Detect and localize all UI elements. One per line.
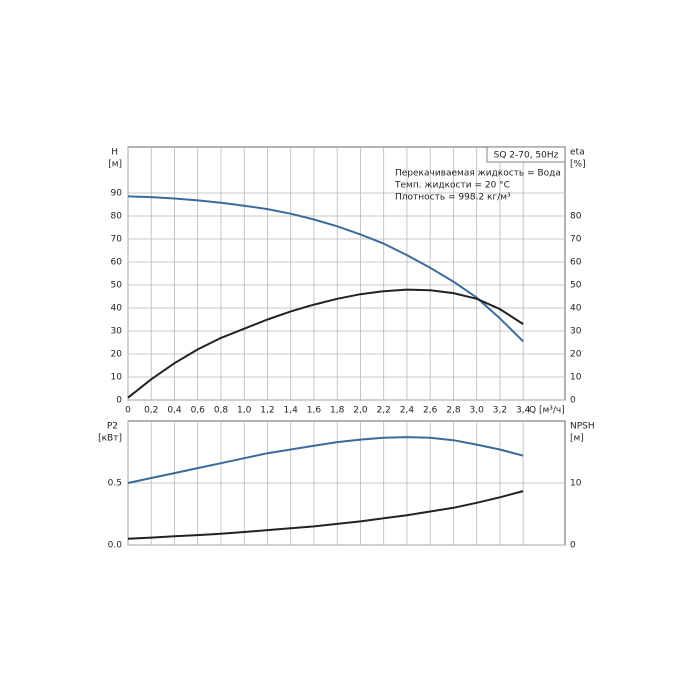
x-tick-label: 0,2 xyxy=(144,406,158,416)
y2-tick-label: 80 xyxy=(570,212,582,222)
y-tick-label: 30 xyxy=(111,327,123,337)
annotation: Перекачиваемая жидкость = Вода xyxy=(395,169,561,179)
curve xyxy=(127,490,524,540)
y2-tick-label: 50 xyxy=(570,281,582,291)
x-tick-label: 2,8 xyxy=(446,406,461,416)
y-tick-label: 0 xyxy=(116,396,122,406)
y2-tick-label: 60 xyxy=(570,258,582,268)
y2-tick-label: 70 xyxy=(570,235,582,245)
y2-axis-label: eta xyxy=(570,148,585,158)
x-tick-label: 3,4 xyxy=(516,406,531,416)
curve xyxy=(127,436,524,484)
x-tick-label: 2,4 xyxy=(400,406,415,416)
x-tick-label: 0,4 xyxy=(167,406,182,416)
x-tick-label: 0,6 xyxy=(191,406,206,416)
y-tick-label: 60 xyxy=(111,258,123,268)
y2-axis-label: NPSH xyxy=(570,422,595,432)
y-tick-label: 50 xyxy=(111,281,123,291)
y-tick-label: 90 xyxy=(111,189,123,199)
y2-axis-unit: [м] xyxy=(570,434,584,444)
y-tick-label: 80 xyxy=(111,212,123,222)
y2-tick-label: 0 xyxy=(570,541,576,551)
x-tick-label: 0 xyxy=(125,406,131,416)
x-axis-label: Q [м³/ч] xyxy=(529,406,565,416)
annotation-box: SQ 2-70, 50Hz xyxy=(494,151,559,161)
y2-tick-label: 20 xyxy=(570,350,582,360)
x-tick-label: 1,2 xyxy=(260,406,274,416)
y-tick-label: 70 xyxy=(111,235,123,245)
x-tick-label: 1,8 xyxy=(330,406,345,416)
y2-tick-label: 10 xyxy=(570,479,582,489)
y-tick-label: 20 xyxy=(111,350,123,360)
annotation: Темп. жидкости = 20 °C xyxy=(394,181,510,191)
curve xyxy=(127,288,524,399)
y-tick-label: 0.5 xyxy=(108,479,122,489)
y-axis-unit: [кВт] xyxy=(98,434,122,444)
annotation-frame xyxy=(486,146,566,163)
x-tick-label: 0,8 xyxy=(214,406,229,416)
y-tick-label: 10 xyxy=(111,373,123,383)
y2-tick-label: 0 xyxy=(570,396,576,406)
y2-axis-unit: [%] xyxy=(570,160,586,170)
x-tick-label: 3,0 xyxy=(470,406,485,416)
x-tick-label: 1,4 xyxy=(284,406,299,416)
y2-tick-label: 40 xyxy=(570,304,582,314)
y-axis-unit: [м] xyxy=(108,160,122,170)
x-tick-label: 2,2 xyxy=(377,406,391,416)
y2-tick-label: 30 xyxy=(570,327,582,337)
y-axis-label: P2 xyxy=(107,422,118,432)
x-tick-label: 1,6 xyxy=(307,406,322,416)
annotation: Плотность = 998.2 кг/м³ xyxy=(395,193,511,203)
y-axis-label: H xyxy=(111,148,118,158)
y2-tick-label: 10 xyxy=(570,373,582,383)
x-tick-label: 1,0 xyxy=(237,406,252,416)
x-tick-label: 2,0 xyxy=(353,406,368,416)
x-tick-label: 2,6 xyxy=(423,406,438,416)
curve xyxy=(127,195,524,343)
y-tick-label: 0.0 xyxy=(108,541,123,551)
x-tick-label: 3,2 xyxy=(493,406,507,416)
y-tick-label: 40 xyxy=(111,304,123,314)
